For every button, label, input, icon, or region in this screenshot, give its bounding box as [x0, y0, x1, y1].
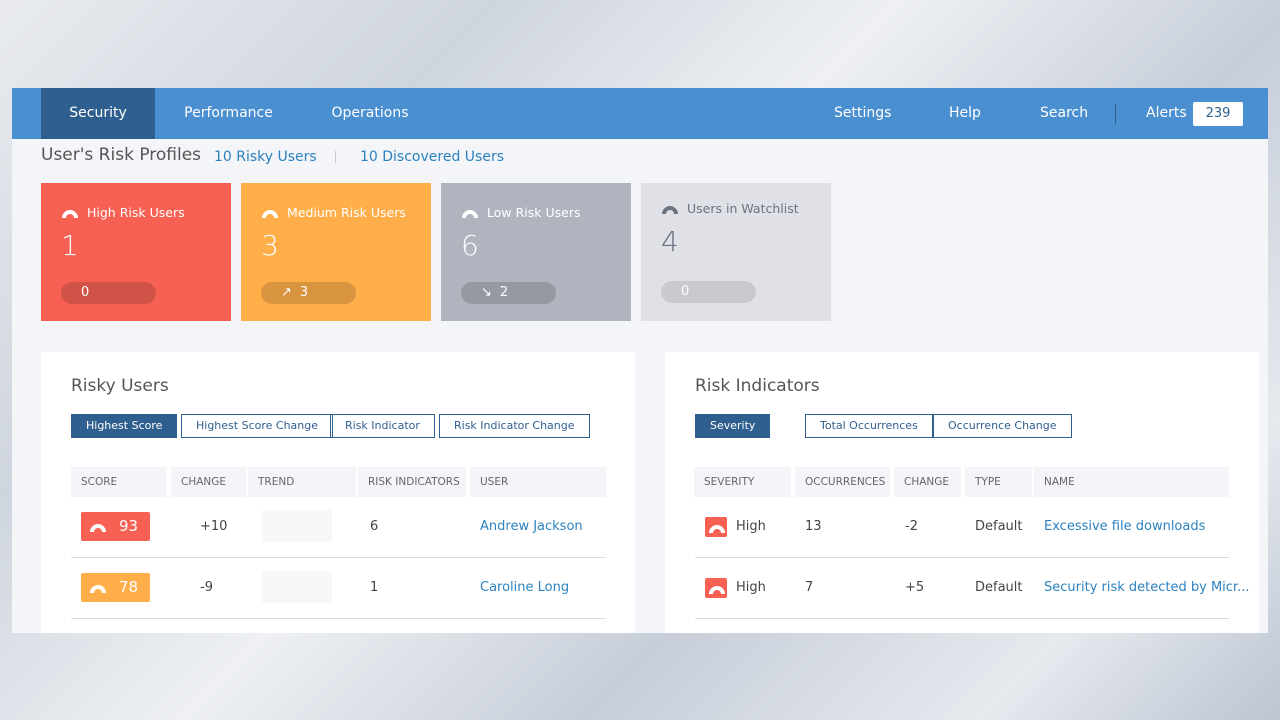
risk-card[interactable]: Medium Risk Users 3 ↗ 3 [241, 183, 431, 321]
gauge-icon [709, 586, 725, 594]
card-label: Medium Risk Users [287, 205, 406, 220]
column-header[interactable]: USER [470, 467, 606, 497]
cell: 6 [370, 519, 379, 534]
link[interactable]: 10 Discovered Users [360, 149, 504, 165]
column-header[interactable]: SEVERITY [694, 467, 791, 497]
column-header[interactable]: CHANGE [894, 467, 961, 497]
filter-button[interactable]: Highest Score Change [181, 414, 334, 438]
nav-link[interactable]: Settings [834, 105, 892, 121]
filter-button[interactable]: Risk Indicator Change [439, 414, 590, 438]
trend-sparkline [262, 571, 332, 603]
gauge-icon [709, 525, 725, 533]
severity-icon [705, 578, 727, 598]
cell: -9 [200, 580, 213, 595]
row-divider [695, 557, 1229, 558]
panel: Risky Users Highest Score Highest Score Ch… [41, 352, 635, 633]
card-count: 1 [61, 229, 79, 262]
cell: +10 [200, 519, 228, 534]
nav-tab[interactable]: Operations [331, 105, 409, 121]
row-divider [71, 557, 606, 558]
filter-button[interactable]: Risk Indicator [330, 414, 435, 438]
risk-card[interactable]: Low Risk Users 6 ↘ 2 [441, 183, 631, 321]
indicator-link[interactable]: Security risk detected by Micr... [1044, 580, 1250, 595]
gauge-icon [90, 524, 106, 532]
risk-card[interactable]: Users in Watchlist 4 0 [641, 183, 831, 321]
divider [335, 151, 336, 163]
cell: 13 [805, 519, 822, 534]
row-divider [695, 618, 1229, 619]
change-value: 0 [681, 284, 690, 299]
risk-card[interactable]: High Risk Users 1 0 [41, 183, 231, 321]
nav-link[interactable]: Help [949, 105, 981, 121]
alerts-count[interactable]: 239 [1193, 102, 1243, 126]
change-value: 2 [499, 285, 509, 300]
cell: Default [975, 580, 1023, 595]
column-header[interactable]: OCCURRENCES [795, 467, 890, 497]
score-badge[interactable]: 78 [81, 573, 150, 602]
card-label: High Risk Users [87, 205, 185, 220]
column-header[interactable]: CHANGE [171, 467, 246, 497]
cell: High [736, 519, 766, 534]
trend-arrow: ↗ [281, 285, 292, 300]
section-title: User's Risk Profiles [41, 145, 202, 165]
user-link[interactable]: Andrew Jackson [480, 519, 583, 534]
cell: 1 [370, 580, 379, 595]
change-badge: 0 [661, 281, 756, 303]
filter-button[interactable]: Occurrence Change [933, 414, 1072, 438]
card-count: 3 [261, 229, 279, 262]
nav-tab[interactable]: Performance [184, 105, 273, 121]
change-value: 3 [299, 285, 309, 300]
cell: +5 [905, 580, 925, 595]
link[interactable]: 10 Risky Users [214, 149, 317, 165]
card-count: 6 [461, 229, 479, 262]
cell: Default [975, 519, 1023, 534]
filter-button[interactable]: Highest Score [71, 414, 178, 438]
column-header[interactable]: TYPE [965, 467, 1032, 497]
nav-alerts[interactable]: Alerts [1146, 105, 1187, 121]
gauge-icon [662, 206, 678, 214]
panel: Risk Indicators Severity Total Occurrences… [665, 352, 1259, 633]
trend-sparkline [262, 510, 332, 542]
cell: High [736, 580, 766, 595]
user-link[interactable]: Caroline Long [480, 580, 570, 595]
filter-button[interactable]: Total Occurrences [805, 414, 933, 438]
divider [1115, 104, 1116, 124]
panel-title: Risky Users [71, 376, 169, 396]
content: User's Risk Profiles 10 Risky Users 10 Dis… [12, 139, 1268, 633]
trend-arrow: ↘ [481, 285, 492, 300]
card-count: 4 [661, 225, 679, 258]
indicator-link[interactable]: Excessive file downloads [1044, 519, 1206, 534]
column-header[interactable]: SCORE [71, 467, 166, 497]
nav-tab[interactable]: Security [41, 88, 155, 139]
panel-title: Risk Indicators [695, 376, 820, 396]
row-divider [71, 618, 606, 619]
score-badge[interactable]: 93 [81, 512, 150, 541]
change-badge: ↘ 2 [461, 282, 556, 304]
column-header[interactable]: TREND [248, 467, 356, 497]
gauge-icon [262, 210, 278, 218]
severity-icon [705, 517, 727, 537]
cell: -2 [905, 519, 918, 534]
change-badge: 0 [61, 282, 156, 304]
change-badge: ↗ 3 [261, 282, 356, 304]
gauge-icon [90, 585, 106, 593]
gauge-icon [462, 210, 478, 218]
card-label: Low Risk Users [487, 205, 581, 220]
change-value: 0 [81, 285, 90, 300]
column-header[interactable]: RISK INDICATORS [358, 467, 466, 497]
top-nav: Security Performance Operations Settings Hel… [12, 88, 1268, 139]
card-label: Users in Watchlist [687, 201, 799, 216]
filter-button[interactable]: Severity [695, 414, 771, 438]
cell: 7 [805, 580, 814, 595]
gauge-icon [62, 210, 78, 218]
column-header[interactable]: NAME [1034, 467, 1229, 497]
nav-link[interactable]: Search [1040, 105, 1089, 121]
